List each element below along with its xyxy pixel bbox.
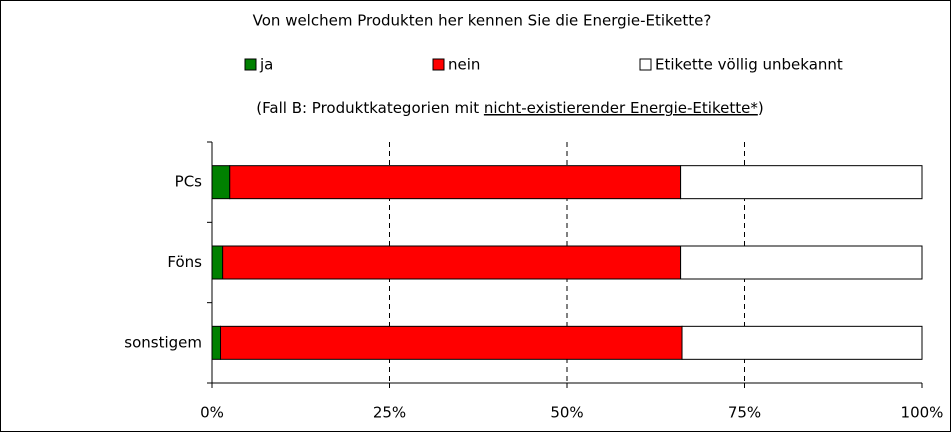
legend-label: Etikette völlig unbekannt: [655, 56, 843, 74]
chart-title: Von welchem Produkten her kennen Sie die…: [253, 12, 712, 30]
x-tick-label: 75%: [728, 404, 761, 422]
x-tick-label: 100%: [901, 404, 944, 422]
y-tick-label: PCs: [175, 173, 203, 191]
bar-segment: [680, 165, 923, 200]
bar-segment: [222, 245, 682, 280]
legend-swatch: [244, 58, 257, 71]
bar-segment: [229, 165, 682, 200]
chart-subtitle: (Fall B: Produktkategorien mit nicht-exi…: [256, 99, 763, 117]
y-tick-label: Föns: [167, 253, 202, 271]
subtitle-part: (Fall B: Produktkategorien mit: [256, 99, 484, 117]
bar-segment: [211, 165, 231, 200]
bar-segment: [211, 245, 224, 280]
bar-segment: [681, 325, 923, 360]
subtitle-part: nicht-existierender Energie-Etikette*: [484, 99, 758, 117]
x-tick-label: 50%: [550, 404, 583, 422]
legend-swatch: [432, 58, 445, 71]
x-tick-label: 0%: [200, 404, 224, 422]
bar-segment: [211, 325, 222, 360]
subtitle-part: ): [758, 99, 764, 117]
x-tick-label: 25%: [373, 404, 406, 422]
bar-segment: [680, 245, 923, 280]
legend-label: ja: [259, 56, 273, 74]
legend-swatch: [639, 58, 652, 71]
legend-label: nein: [448, 56, 480, 74]
bar-segment: [220, 325, 683, 360]
y-tick-label: sonstigem: [124, 333, 202, 351]
